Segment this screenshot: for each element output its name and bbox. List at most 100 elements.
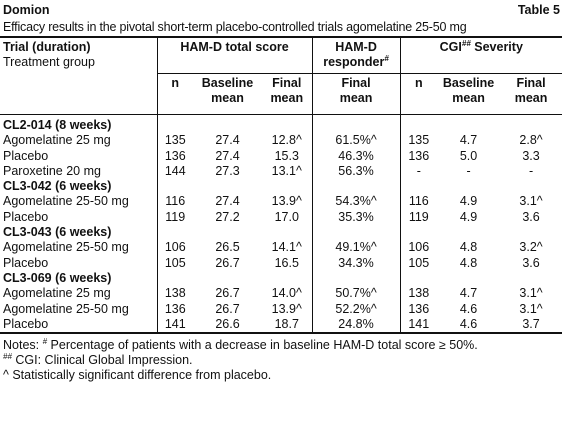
empty-cell — [437, 179, 500, 194]
cell: 27.4 — [215, 148, 240, 163]
cell: 3.2^ — [519, 240, 543, 255]
empty-cell — [399, 114, 438, 134]
empty-cell — [399, 179, 438, 195]
cell: - — [528, 163, 534, 178]
empty-cell — [500, 271, 562, 286]
cell: 4.9 — [459, 194, 478, 209]
cell: 3.1^ — [519, 286, 543, 301]
note-text: Percentage of patients with a decrease i… — [47, 338, 478, 353]
note: ^ Statistically significant difference f… — [3, 368, 562, 383]
subheader-text: mean — [514, 91, 548, 105]
subheader: n — [399, 73, 438, 115]
cell: 26.5 — [215, 240, 240, 255]
note-text: ^ Statistically significant difference f… — [3, 368, 272, 383]
cell: 135 — [156, 133, 193, 149]
empty-cell — [193, 225, 262, 240]
empty-cell — [399, 225, 438, 241]
results-table: Trial (duration) Treatment group HAM-D to… — [0, 36, 562, 334]
data-row: Placebo 141 26.6 18.7 24.8% 141 4.6 3.7 — [0, 316, 562, 334]
cell: 106 — [156, 240, 193, 256]
cell: 13.9^ — [271, 194, 302, 209]
empty-cell — [262, 225, 312, 240]
data-row: Agomelatine 25 mg 135 27.4 12.8^ 61.5%^ 135 4.… — [0, 133, 562, 149]
superscript: ## — [461, 39, 471, 48]
subheader: Baseline mean — [193, 74, 262, 115]
cell: 15.3 — [274, 148, 299, 163]
subheader: Final mean — [500, 74, 562, 115]
trial-header: Trial (duration) Treatment group — [0, 37, 157, 115]
empty-cell — [262, 179, 312, 194]
treatment-group: Agomelatine 25 mg — [3, 133, 111, 148]
cell: 49.1%^ — [311, 240, 401, 256]
group-row: CL3-043 (6 weeks) — [0, 225, 562, 241]
table-body: CL2-014 (8 weeks) Agomelatine 25 mg 135 27.… — [0, 114, 562, 334]
cell: 4.8 — [459, 240, 478, 255]
brand: Domion — [3, 3, 50, 17]
data-row: Placebo 119 27.2 17.0 35.3% 119 4.9 3.6 — [0, 209, 562, 226]
cell: 56.3% — [311, 163, 401, 180]
cell: 116 — [156, 194, 193, 210]
subheader-text: n — [414, 76, 423, 90]
cell: 136 — [399, 301, 438, 317]
subheader-text: Final — [516, 76, 546, 90]
empty-cell — [437, 115, 500, 134]
notes: Notes: # Percentage of patients with a d… — [0, 334, 562, 383]
cell: 119 — [399, 209, 438, 226]
treatment-group: Placebo — [3, 316, 49, 331]
table-title: Efficacy results in the pivotal short-te… — [3, 20, 467, 34]
note-text: Notes: — [3, 338, 43, 353]
cell: 4.7 — [459, 286, 478, 301]
cell: 106 — [399, 240, 438, 256]
cell: 26.7 — [215, 301, 240, 316]
subheader-text: Final — [272, 76, 302, 90]
treatment-group: Agomelatine 25-50 mg — [3, 240, 129, 255]
treatment-group: Placebo — [3, 148, 49, 163]
cell: 13.1^ — [271, 163, 302, 178]
table-label: Table 5 — [517, 3, 560, 17]
header-text: CGI — [439, 40, 462, 54]
subheader-text: Baseline — [201, 76, 254, 90]
subheader: Final mean — [311, 73, 401, 115]
empty-cell — [262, 115, 312, 134]
empty-cell — [437, 271, 500, 286]
header-text: HAM-D responder — [323, 40, 385, 70]
note: ## CGI: Clinical Global Impression. — [3, 353, 562, 368]
cell: 3.1^ — [519, 194, 543, 209]
cell: 3.3 — [522, 148, 540, 163]
group-title: CL2-014 (8 weeks) — [3, 118, 112, 132]
subheader: Baseline mean — [437, 74, 500, 115]
cell: 35.3% — [311, 209, 401, 226]
cell: 5.0 — [459, 148, 478, 163]
empty-cell — [156, 179, 193, 195]
cell: 27.4 — [215, 194, 240, 209]
empty-cell — [500, 225, 562, 240]
subheader-text: mean — [452, 91, 485, 105]
cell: 105 — [156, 255, 193, 271]
cell: 16.5 — [274, 255, 299, 270]
cell: 136 — [156, 148, 193, 164]
empty-cell — [156, 114, 193, 134]
cell: 136 — [156, 301, 193, 317]
empty-cell — [193, 179, 262, 194]
data-row: Agomelatine 25-50 mg 136 26.7 13.9^ 52.2%^ 13… — [0, 301, 562, 317]
subheader-row: n Baseline mean Final mean Final mean n Baseline… — [0, 73, 562, 115]
cell: 141 — [399, 316, 438, 334]
cell: 4.6 — [459, 316, 478, 331]
cell: 50.7%^ — [311, 286, 401, 302]
cell: 135 — [399, 133, 438, 149]
table-head: Trial (duration) Treatment group HAM-D to… — [0, 37, 562, 115]
cell: 61.5%^ — [311, 133, 401, 149]
empty-cell — [311, 270, 401, 287]
cell: 4.9 — [459, 209, 478, 224]
cell: 27.3 — [215, 163, 240, 178]
empty-cell — [311, 114, 401, 134]
empty-cell — [193, 271, 262, 286]
subheader-text: mean — [270, 91, 304, 105]
cell: 46.3% — [311, 148, 401, 164]
data-row: Agomelatine 25-50 mg 106 26.5 14.1^ 49.1%^ 10… — [0, 240, 562, 256]
empty-cell — [193, 115, 262, 134]
empty-cell — [311, 225, 401, 241]
cell: 144 — [156, 163, 193, 180]
